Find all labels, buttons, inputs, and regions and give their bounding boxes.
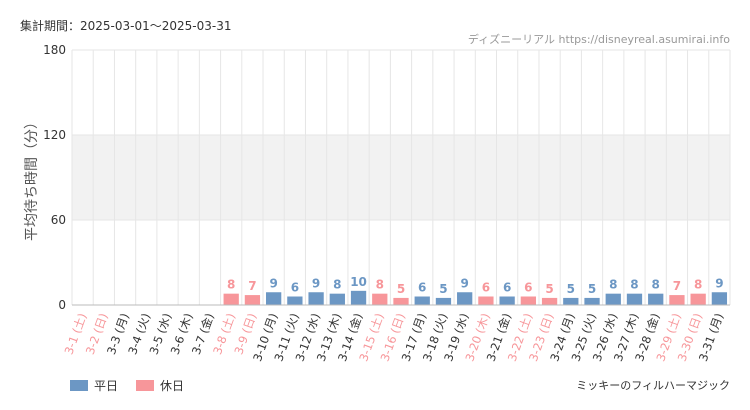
- bar-value-label: 5: [588, 282, 596, 296]
- bar-value-label: 9: [269, 276, 277, 290]
- bar-value-label: 6: [482, 281, 490, 295]
- bar: [287, 296, 303, 305]
- bar-value-label: 9: [312, 276, 320, 290]
- bar: [266, 292, 282, 305]
- source-label: ディズニーリアル https://disneyreal.asumirai.inf…: [468, 32, 730, 46]
- bar: [690, 293, 706, 305]
- y-tick-label: 120: [43, 128, 66, 142]
- bar: [669, 295, 685, 305]
- legend-label-weekday: 平日: [94, 379, 118, 393]
- bar: [414, 296, 430, 305]
- attraction-name: ミッキーのフィルハーマジック: [576, 379, 730, 392]
- bar: [372, 293, 388, 305]
- bar: [499, 296, 515, 305]
- bar: [244, 295, 261, 305]
- y-axis-label: 平均待ち時間（分）: [24, 115, 40, 241]
- bar-value-label: 5: [397, 282, 405, 296]
- bar-value-label: 8: [227, 278, 235, 292]
- y-tick-label: 60: [51, 213, 66, 227]
- highlight-band: [72, 135, 730, 220]
- bar-value-label: 7: [673, 279, 681, 293]
- bar: [584, 297, 600, 305]
- y-axis-ticks: 0 60 120 180: [43, 43, 66, 312]
- bar: [520, 296, 536, 305]
- bar-value-label: 9: [715, 276, 723, 290]
- legend-swatch-weekday: [70, 380, 88, 391]
- bar-value-label: 6: [524, 281, 532, 295]
- bar: [457, 292, 473, 305]
- bar: [393, 297, 409, 305]
- bar: [626, 293, 643, 305]
- legend-swatch-holiday: [136, 380, 154, 391]
- bar-value-label: 10: [350, 275, 367, 289]
- bar-value-label: 7: [248, 279, 256, 293]
- bar: [541, 297, 558, 305]
- bars: [223, 290, 728, 305]
- bar-value-label: 8: [609, 278, 617, 292]
- y-tick-label: 180: [43, 43, 66, 57]
- bar: [648, 293, 664, 305]
- legend[interactable]: 平日 休日: [70, 379, 184, 393]
- bar-value-label: 5: [545, 282, 553, 296]
- value-labels: 8 7 9 6 9 8 10 8 5 6 5 9 6 6 6 5 5 5 8 8 8 7 8 9: [227, 275, 724, 296]
- bar: [435, 297, 452, 305]
- bar-value-label: 8: [652, 278, 660, 292]
- bar-value-label: 6: [503, 281, 511, 295]
- bar: [605, 293, 621, 305]
- bar-value-label: 8: [630, 278, 638, 292]
- y-tick-label: 0: [58, 298, 66, 312]
- x-axis-ticks: 3-1 (土)3-2 (日)3-3 (月)3-4 (火)3-5 (水)3-6 (…: [62, 311, 727, 363]
- bar-value-label: 8: [333, 278, 341, 292]
- period-label: 集計期間：2025-03-01～2025-03-31: [20, 18, 231, 33]
- bar-value-label: 5: [439, 282, 447, 296]
- bar-value-label: 9: [460, 276, 468, 290]
- bar: [711, 292, 728, 305]
- bar-value-label: 5: [567, 282, 575, 296]
- bar: [223, 293, 239, 305]
- bar-value-label: 6: [418, 281, 426, 295]
- grid-lines: [71, 49, 731, 306]
- bar: [308, 292, 324, 305]
- bar: [563, 297, 579, 305]
- bar-value-label: 8: [376, 278, 384, 292]
- bar-value-label: 6: [291, 281, 299, 295]
- legend-label-holiday: 休日: [160, 379, 184, 393]
- bar: [478, 296, 494, 305]
- bar: [329, 293, 345, 305]
- bar-value-label: 8: [694, 278, 702, 292]
- bar: [350, 290, 367, 305]
